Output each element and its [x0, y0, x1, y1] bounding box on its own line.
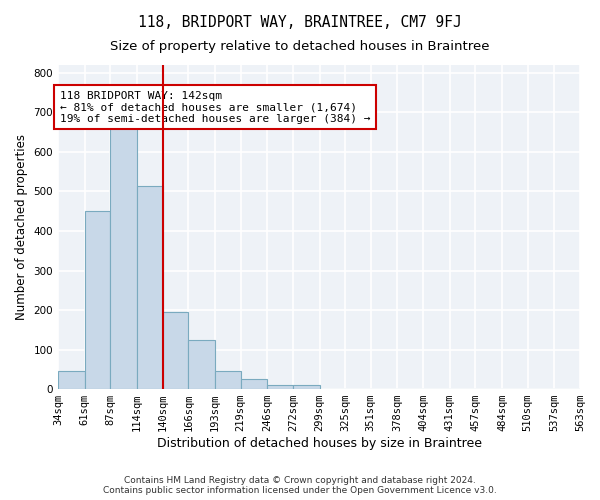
Y-axis label: Number of detached properties: Number of detached properties: [15, 134, 28, 320]
X-axis label: Distribution of detached houses by size in Braintree: Distribution of detached houses by size …: [157, 437, 482, 450]
Text: Size of property relative to detached houses in Braintree: Size of property relative to detached ho…: [110, 40, 490, 53]
Text: 118, BRIDPORT WAY, BRAINTREE, CM7 9FJ: 118, BRIDPORT WAY, BRAINTREE, CM7 9FJ: [138, 15, 462, 30]
Text: Contains HM Land Registry data © Crown copyright and database right 2024.
Contai: Contains HM Land Registry data © Crown c…: [103, 476, 497, 495]
Bar: [293, 385, 320, 389]
Bar: [85, 211, 110, 389]
Text: 118 BRIDPORT WAY: 142sqm
← 81% of detached houses are smaller (1,674)
19% of sem: 118 BRIDPORT WAY: 142sqm ← 81% of detach…: [60, 90, 371, 124]
Bar: [163, 312, 188, 389]
Bar: [110, 126, 137, 389]
Bar: [137, 186, 163, 389]
Bar: [215, 370, 241, 389]
Bar: [267, 385, 293, 389]
Bar: [241, 379, 267, 389]
Bar: [188, 340, 215, 389]
Bar: [58, 372, 85, 389]
